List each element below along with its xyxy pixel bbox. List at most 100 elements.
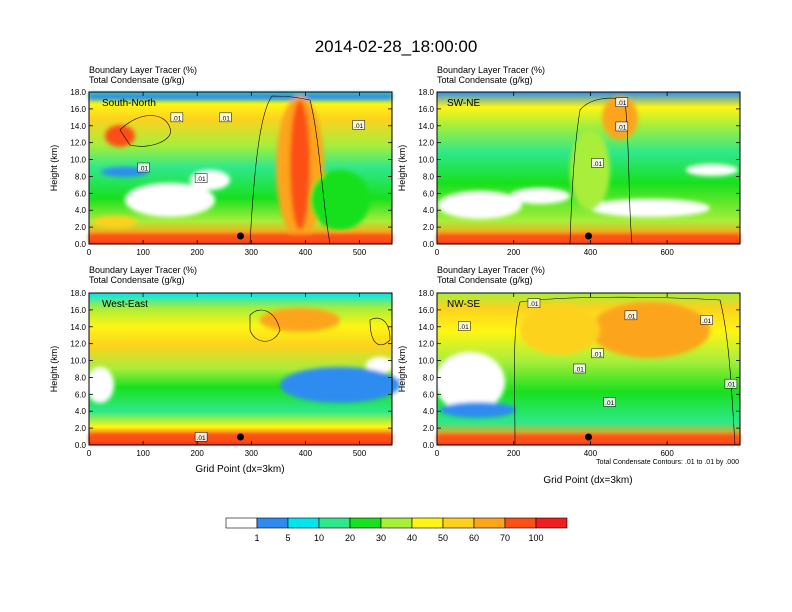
y-tick-label: 18.0	[70, 289, 86, 298]
x-axis-label: Grid Point (dx=3km)	[195, 464, 284, 475]
y-tick-label: 0.0	[75, 441, 87, 450]
panel-header-line-1: Boundary Layer Tracer (%)	[437, 265, 545, 275]
condensate-contour	[514, 296, 736, 446]
y-tick-label: 18.0	[418, 88, 434, 97]
contour-label-box	[352, 120, 365, 130]
colorbar-label: 70	[500, 533, 510, 543]
y-tick-label: 0.0	[423, 441, 435, 450]
contour-label: .01	[221, 115, 230, 122]
y-tick-label: 16.0	[70, 306, 86, 315]
shaded-field	[435, 293, 740, 445]
x-tick-label: 400	[584, 248, 598, 257]
contour-label-box	[591, 348, 604, 359]
colorbar-label: 40	[407, 533, 417, 543]
y-tick-label: 6.0	[423, 189, 435, 198]
location-marker	[585, 232, 592, 240]
contour-labels: .01 .01 .01 .01 .01	[137, 112, 365, 183]
y-tick-label: 14.0	[418, 323, 434, 332]
contour-label: .01	[354, 123, 363, 130]
colorbar-label: 10	[314, 533, 324, 543]
y-tick-label: 16.0	[418, 105, 434, 114]
contour-label-box	[615, 121, 629, 132]
panel-sw-ne: Boundary Layer Tracer (%) Total Condensa…	[397, 65, 741, 257]
panel-header-line-1: Boundary Layer Tracer (%)	[89, 65, 197, 75]
contour-label-box	[170, 112, 184, 123]
colorbar-box	[473, 517, 506, 529]
y-tick-label: 2.0	[423, 424, 435, 433]
colorbar-box	[380, 517, 413, 529]
y-tick-label: 12.0	[418, 139, 434, 148]
panel-header-line-1: Boundary Layer Tracer (%)	[437, 65, 545, 75]
x-tick-label: 200	[507, 449, 521, 458]
y-tick-label: 16.0	[70, 105, 86, 114]
y-tick-label: 4.0	[423, 206, 435, 215]
axis-ticks: 0 100 200 300 400 500 0.0 2.0 4.0 6.0 8.0 10.0 12.0 1…	[70, 88, 392, 257]
y-tick-label: 0.0	[75, 240, 87, 249]
x-tick-label: 300	[245, 248, 259, 257]
colorbar-label: 1	[254, 533, 259, 543]
colorbar-box	[225, 517, 258, 529]
contour-label-box	[194, 432, 208, 442]
panel-west-east: Boundary Layer Tracer (%) Total Condensa…	[49, 265, 400, 475]
contour-label: .01	[529, 301, 538, 308]
colorbar-box	[318, 517, 351, 529]
contour-label: .01	[197, 176, 206, 183]
plot-frame	[88, 292, 393, 446]
y-tick-label: 8.0	[423, 373, 435, 382]
colorbar-label: 50	[438, 533, 448, 543]
x-tick-label: 600	[660, 248, 674, 257]
y-axis-label: Height (km)	[49, 145, 59, 192]
colorbar-label: 30	[376, 533, 386, 543]
contour-label-box	[624, 310, 638, 321]
contour-label: .01	[460, 324, 469, 331]
axis-ticks: 0 200 400 600 0.0 2.0 4.0 6.0 8.0 10.0 12.0 14.0 16.…	[418, 88, 740, 257]
plot-frame	[436, 292, 741, 446]
y-tick-label: 18.0	[418, 289, 434, 298]
condensate-contour	[569, 97, 633, 245]
colorbar-box	[349, 517, 382, 529]
figure-title: 2014-02-28_18:00:00	[315, 37, 478, 56]
x-tick-label: 600	[660, 449, 674, 458]
contour-label: .01	[626, 313, 635, 320]
location-marker	[237, 433, 244, 441]
panel-south-north: Boundary Layer Tracer (%) Total Condensa…	[49, 65, 393, 257]
x-tick-label: 100	[136, 449, 150, 458]
contour-label-box	[700, 315, 713, 325]
contour-label: .01	[617, 100, 626, 107]
colorbar-label: 5	[285, 533, 290, 543]
colorbar-box	[504, 517, 537, 529]
x-axis-label: Grid Point (dx=3km)	[543, 475, 632, 486]
y-tick-label: 12.0	[418, 340, 434, 349]
panel-header-line-2: Total Condensate (g/kg)	[437, 75, 533, 85]
contour-label: .01	[726, 382, 735, 389]
y-tick-label: 6.0	[75, 189, 87, 198]
contour-label-box	[527, 298, 541, 308]
panel-header-line-2: Total Condensate (g/kg)	[437, 275, 533, 285]
y-tick-label: 16.0	[418, 306, 434, 315]
colorbar-labels: 1 5 10 20 30 40 50 60 70 100	[254, 533, 543, 543]
colorbar-box	[535, 517, 568, 529]
panel-label: South-North	[102, 98, 156, 109]
location-marker	[237, 232, 244, 240]
colorbar-label: 60	[469, 533, 479, 543]
y-tick-label: 4.0	[75, 206, 87, 215]
contour-label-box	[219, 112, 232, 123]
y-tick-label: 10.0	[70, 156, 86, 165]
contour-footnote: Total Condensate Contours: .01 to .01 by…	[596, 459, 739, 466]
x-tick-label: 100	[136, 248, 150, 257]
x-tick-label: 400	[584, 449, 598, 458]
colorbar-label: 100	[528, 533, 543, 543]
y-tick-label: 8.0	[75, 172, 87, 181]
y-axis-label: Height (km)	[49, 346, 59, 393]
shaded-field	[86, 293, 400, 445]
location-marker	[585, 433, 592, 441]
contour-labels: .01 .01 .01 .01 .01 .01 .01 .01	[458, 298, 738, 407]
contour-label: .01	[605, 400, 614, 407]
contour-labels: .01 .01 .01	[591, 97, 629, 168]
contour-label-box	[137, 162, 150, 173]
contour-label-box	[573, 363, 586, 374]
panel-nw-se: Boundary Layer Tracer (%) Total Condensa…	[397, 265, 741, 486]
x-tick-label: 400	[299, 248, 313, 257]
x-tick-label: 0	[435, 248, 440, 257]
